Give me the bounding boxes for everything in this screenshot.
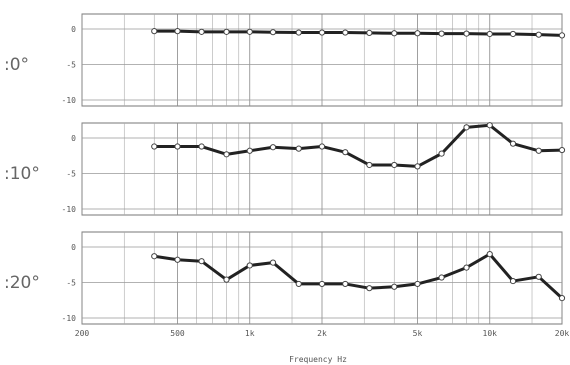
data-point bbox=[509, 30, 517, 38]
data-point bbox=[342, 29, 349, 36]
data-point bbox=[463, 30, 470, 37]
y-tick-label: 0 bbox=[71, 134, 76, 143]
x-tick-label: 2k bbox=[317, 329, 327, 338]
x-tick-label: 5k bbox=[413, 329, 423, 338]
data-point bbox=[486, 30, 493, 38]
data-point bbox=[269, 29, 277, 36]
series-line bbox=[154, 252, 564, 300]
data-point bbox=[295, 280, 302, 288]
data-point bbox=[558, 295, 566, 302]
data-point bbox=[198, 143, 205, 150]
data-point bbox=[295, 145, 302, 152]
data-point bbox=[414, 163, 421, 170]
data-point bbox=[509, 140, 517, 147]
data-point bbox=[486, 251, 493, 258]
y-tick-label: -10 bbox=[62, 314, 77, 323]
data-point bbox=[558, 146, 566, 154]
data-point bbox=[438, 274, 445, 281]
data-point bbox=[198, 28, 205, 35]
data-point bbox=[535, 273, 542, 280]
data-point bbox=[246, 28, 253, 35]
x-tick-label: 10k bbox=[483, 329, 498, 338]
x-tick-label: 20k bbox=[555, 329, 570, 338]
panel-2: 0 -5 -10 :20° bbox=[4, 231, 566, 325]
data-point bbox=[223, 276, 230, 283]
data-point bbox=[151, 253, 158, 260]
data-point bbox=[438, 30, 445, 37]
data-point bbox=[174, 28, 181, 35]
angle-label: :20° bbox=[4, 273, 40, 293]
data-point bbox=[366, 161, 373, 169]
data-point bbox=[558, 32, 566, 39]
data-point bbox=[391, 161, 398, 169]
data-point bbox=[198, 258, 205, 265]
y-tick-label: -5 bbox=[66, 61, 76, 70]
x-tick-label: 1k bbox=[245, 329, 255, 338]
x-tick-label: 500 bbox=[170, 329, 185, 338]
data-point bbox=[223, 28, 230, 35]
y-tick-label: -10 bbox=[62, 96, 77, 105]
data-point bbox=[318, 143, 326, 150]
data-point bbox=[535, 31, 542, 38]
data-point bbox=[342, 280, 349, 288]
y-tick-label: 0 bbox=[71, 25, 76, 34]
x-tick-label: 200 bbox=[75, 329, 90, 338]
data-point bbox=[151, 143, 158, 150]
data-point bbox=[438, 150, 445, 157]
chart-panels: 0 -5 -10 :0° 0 -5 -10 :10° 0 -5 -10 :20° bbox=[4, 13, 566, 325]
data-point bbox=[223, 151, 230, 158]
data-point bbox=[318, 280, 326, 288]
series-line bbox=[154, 29, 563, 37]
y-tick-label: -10 bbox=[62, 205, 77, 214]
data-point bbox=[486, 122, 493, 129]
data-point bbox=[414, 280, 421, 288]
y-tick-label: 0 bbox=[71, 243, 76, 252]
data-point bbox=[366, 29, 373, 37]
data-point bbox=[366, 285, 373, 292]
data-point bbox=[463, 264, 470, 271]
data-point bbox=[509, 277, 517, 285]
y-tick-label: -5 bbox=[66, 170, 76, 179]
data-point bbox=[269, 259, 277, 266]
data-point bbox=[391, 30, 398, 37]
data-point bbox=[269, 144, 277, 151]
y-tick-label: -5 bbox=[66, 279, 76, 288]
panel-0: 0 -5 -10 :0° bbox=[4, 13, 566, 107]
angle-label: :10° bbox=[4, 164, 40, 184]
x-axis-label: Frequency Hz bbox=[289, 355, 347, 364]
data-point bbox=[246, 262, 253, 269]
data-point bbox=[318, 29, 326, 36]
x-axis: 200 500 1k 2k 5k 10k 20k bbox=[75, 329, 570, 338]
data-point bbox=[151, 28, 158, 35]
data-point bbox=[535, 147, 542, 154]
panel-1: 0 -5 -10 :10° bbox=[4, 122, 566, 216]
data-point bbox=[295, 29, 302, 36]
data-point bbox=[391, 283, 398, 290]
data-point bbox=[463, 124, 470, 131]
data-point bbox=[174, 256, 181, 263]
series-line bbox=[154, 123, 563, 168]
angle-label: :0° bbox=[4, 55, 29, 75]
data-point bbox=[246, 147, 253, 154]
data-point bbox=[414, 30, 421, 37]
data-point bbox=[342, 149, 349, 156]
data-point bbox=[174, 143, 181, 150]
